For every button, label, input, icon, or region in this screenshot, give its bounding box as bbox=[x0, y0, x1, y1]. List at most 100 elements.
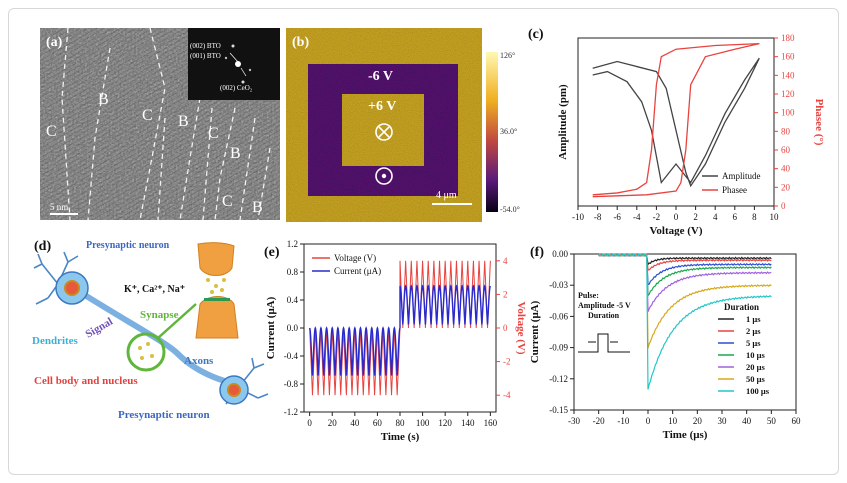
y-right-tick-label: 0 bbox=[781, 201, 786, 211]
colorbar-tick-mid: 36.0° bbox=[500, 127, 517, 136]
x-tick-label: 100 bbox=[416, 418, 430, 428]
legend-amplitude-label: Amplitude bbox=[722, 171, 761, 181]
x-tick-label: 20 bbox=[693, 416, 703, 426]
x-tick-label: 40 bbox=[742, 416, 752, 426]
panel-a-label: (a) bbox=[46, 35, 63, 50]
legend-voltage-label: Voltage (V) bbox=[334, 253, 376, 263]
nucleus-top bbox=[64, 280, 80, 296]
panel-f-label: (f) bbox=[530, 245, 544, 260]
inner-voltage-label: +6 V bbox=[368, 99, 396, 114]
y-tick-label: 0.00 bbox=[552, 249, 568, 259]
y-tick-label: -0.15 bbox=[549, 405, 568, 415]
panel-b-label: (b) bbox=[292, 35, 309, 50]
x-axis-label: Voltage (V) bbox=[649, 225, 702, 236]
y-axis-label: Current (μA) bbox=[529, 300, 541, 363]
legend-label-4: 10 μs bbox=[746, 350, 765, 360]
top-neuron-label: Presynaptic neuron bbox=[86, 240, 170, 251]
y-right-tick-label: 140 bbox=[781, 70, 795, 80]
y-left-tick-label: -0.8 bbox=[284, 379, 299, 389]
y-left-tick-label: 0.4 bbox=[287, 295, 299, 305]
panel-d-label: (d) bbox=[34, 239, 51, 254]
x-tick-label: -10 bbox=[572, 212, 584, 222]
y-left-tick-label: -1.2 bbox=[284, 407, 298, 417]
y-right-tick-label: -4 bbox=[503, 390, 511, 400]
region-labels: C B C B C B C B bbox=[46, 91, 263, 216]
pulse-text-title: Pulse: bbox=[578, 291, 599, 300]
polarization-up-icon bbox=[375, 167, 393, 185]
region-label-c: C bbox=[222, 193, 233, 210]
ions-label: K⁺, Ca²⁺, Na⁺ bbox=[124, 284, 185, 295]
y-right-tick-label: 40 bbox=[781, 164, 791, 174]
outer-voltage-label: -6 V bbox=[368, 69, 393, 84]
amplitude-loop bbox=[592, 57, 760, 188]
fft-label-001-bto: (001) BTO bbox=[190, 52, 221, 60]
y-left-tick-label: 0.8 bbox=[287, 267, 299, 277]
y-right-tick-label: 60 bbox=[781, 145, 791, 155]
x-tick-label: 6 bbox=[733, 212, 738, 222]
x-tick-label: -20 bbox=[593, 416, 605, 426]
y-left-tick-label: -0.4 bbox=[284, 351, 299, 361]
legend-title: Duration bbox=[724, 302, 759, 312]
legend-label-7: 100 μs bbox=[746, 386, 770, 396]
region-label-b: B bbox=[98, 91, 109, 108]
colorbar-tick-min: -54.0° bbox=[500, 205, 520, 214]
region-label-b: B bbox=[230, 145, 241, 162]
colorbar bbox=[486, 52, 498, 212]
cell-body-label: Cell body and nucleus bbox=[34, 375, 138, 387]
y-left-axis-label: Amplitude (pm) bbox=[557, 84, 569, 160]
y-tick-label: -0.06 bbox=[549, 311, 568, 321]
legend-label-5: 20 μs bbox=[746, 362, 765, 372]
legend-label-3: 5 μs bbox=[746, 338, 761, 348]
polarization-down-icon bbox=[375, 123, 393, 141]
y-left-tick-label: 0.0 bbox=[287, 323, 299, 333]
y-tick-label: -0.12 bbox=[549, 374, 568, 384]
x-tick-label: 30 bbox=[718, 416, 728, 426]
x-tick-label: -8 bbox=[594, 212, 602, 222]
y-left-axis-label: Current (μA) bbox=[265, 296, 277, 359]
y-right-axis-label: Voltage (V) bbox=[515, 301, 526, 354]
legend-label-2: 2 μs bbox=[746, 326, 761, 336]
scale-bar-label: 5 nm bbox=[50, 202, 68, 212]
panel-d-synapse-schematic: (d) Presynaptic neuron K⁺, Ca²⁺, Na⁺ Syn… bbox=[32, 239, 269, 421]
fft-inset: (002) BTO (001) BTO (002) CeO₂ bbox=[190, 42, 253, 92]
dendrites-top bbox=[33, 251, 79, 305]
plot-frame bbox=[573, 253, 797, 411]
x-tick-label: 60 bbox=[373, 418, 383, 428]
y-right-tick-label: 4 bbox=[503, 256, 508, 266]
legend-current-label: Current (μA) bbox=[334, 266, 381, 276]
x-axis-label: Time (s) bbox=[381, 431, 420, 443]
zoom-pointer bbox=[157, 303, 197, 339]
region-label-c: C bbox=[142, 107, 153, 124]
pulse-text-amplitude: Amplitude -5 V bbox=[578, 301, 631, 310]
region-label-c: C bbox=[46, 123, 57, 140]
x-tick-label: 80 bbox=[396, 418, 406, 428]
synapse-label: Synapse bbox=[140, 309, 179, 321]
x-tick-label: 2 bbox=[693, 212, 698, 222]
x-tick-label: 40 bbox=[350, 418, 360, 428]
legend-phase-label: Phasee bbox=[722, 185, 747, 195]
y-right-tick-label: 20 bbox=[781, 182, 791, 192]
y-right-tick-label: 80 bbox=[781, 126, 791, 136]
region-label-b: B bbox=[252, 199, 263, 216]
y-right-axis-label: Phasee (°) bbox=[813, 99, 824, 146]
x-tick-label: 20 bbox=[328, 418, 338, 428]
x-tick-label: 120 bbox=[438, 418, 452, 428]
x-tick-label: -6 bbox=[613, 212, 621, 222]
x-tick-label: 60 bbox=[792, 416, 802, 426]
synapse-vesicles bbox=[138, 342, 154, 360]
trace-7 bbox=[598, 253, 772, 390]
legend-label-6: 50 μs bbox=[746, 374, 765, 384]
pulse-text-duration: Duration bbox=[588, 311, 620, 320]
pulse-shape-icon bbox=[578, 333, 630, 353]
panel-c-label: (c) bbox=[528, 27, 544, 42]
panel-c-hysteresis-chart: (c)-10 -8 -6 -4 -2 0 2 4 6 8 100204060801001201401… bbox=[528, 27, 824, 236]
x-tick-label: 160 bbox=[484, 418, 498, 428]
y-tick-label: -0.09 bbox=[549, 343, 568, 353]
y-right-tick-label: -2 bbox=[503, 357, 511, 367]
x-tick-label: 4 bbox=[713, 212, 718, 222]
panel-b-pfm-image: (b) -6 V +6 V 4 μm 126° 36.0° -54.0° bbox=[286, 28, 520, 222]
x-tick-label: -4 bbox=[633, 212, 641, 222]
x-tick-label: 140 bbox=[461, 418, 475, 428]
fft-label-002-ceo2: (002) CeO₂ bbox=[220, 84, 253, 92]
synapse-zoom-icon bbox=[195, 242, 239, 339]
